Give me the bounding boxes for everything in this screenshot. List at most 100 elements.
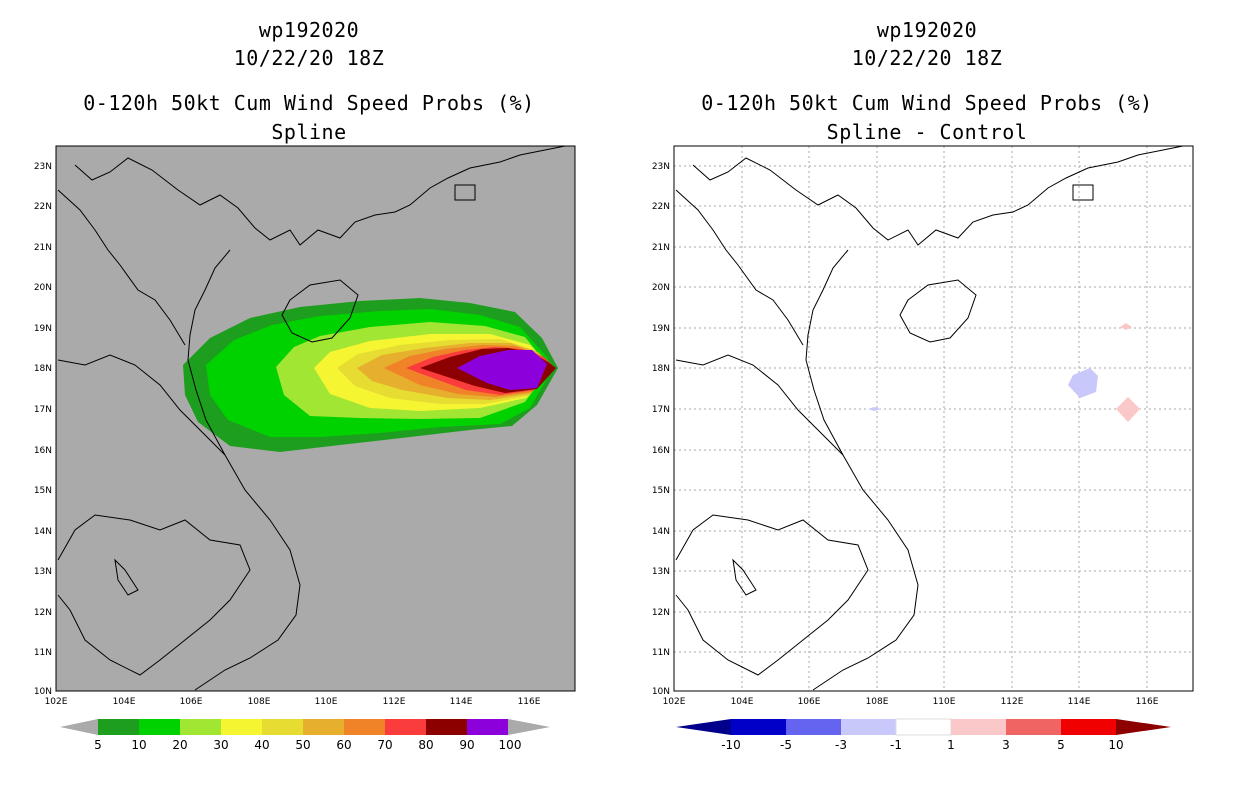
lon-label: 102E	[663, 697, 686, 707]
right-colorbar: -10 -5 -3 -1 1 3 5 10	[676, 718, 1171, 752]
coastlines	[675, 145, 1184, 691]
lat-label: 18N	[34, 364, 52, 374]
lon-label: 116E	[518, 697, 541, 707]
colorbar-label: 5	[94, 738, 102, 752]
lon-label: 110E	[933, 697, 956, 707]
lat-label: 16N	[652, 446, 670, 456]
lon-label: 114E	[1068, 697, 1091, 707]
map-frame	[673, 145, 1194, 692]
colorbar-end-high	[1116, 719, 1171, 735]
lon-label: 114E	[450, 697, 473, 707]
lat-label: 17N	[652, 405, 670, 415]
diff-contours	[868, 323, 1140, 422]
colorbar-label: -1	[890, 738, 902, 752]
lat-label: 13N	[652, 567, 670, 577]
lat-label: 15N	[652, 486, 670, 496]
lat-label: 17N	[34, 405, 52, 415]
colorbar-cell	[98, 719, 139, 735]
colorbar-cell	[731, 719, 786, 735]
lat-label: 23N	[652, 162, 670, 172]
left-panel: wp192020 10/22/20 18Z 0-120h 50kt Cum Wi…	[34, 18, 576, 752]
subtitle: Spline	[271, 120, 347, 144]
lon-label: 104E	[731, 697, 754, 707]
colorbar-cell	[221, 719, 262, 735]
colorbar-cell	[467, 719, 508, 735]
colorbar-label: 100	[499, 738, 522, 752]
lat-label: 15N	[34, 486, 52, 496]
colorbar-cell	[1006, 719, 1061, 735]
colorbar-label: 80	[418, 738, 433, 752]
subtitle: Spline - Control	[826, 120, 1028, 144]
colorbar-cell	[1061, 719, 1116, 735]
lat-label: 18N	[652, 364, 670, 374]
lon-label: 104E	[113, 697, 136, 707]
lon-label: 112E	[383, 697, 406, 707]
colorbar-label: 60	[336, 738, 351, 752]
colorbar-label: -10	[721, 738, 741, 752]
colorbar-label: 10	[1108, 738, 1123, 752]
lat-label: 20N	[34, 283, 52, 293]
colorbar-label: -3	[835, 738, 847, 752]
lat-label: 22N	[34, 202, 52, 212]
lon-label: 116E	[1136, 697, 1159, 707]
lat-axis: 23N 22N 21N 20N 19N 18N 17N 16N 15N 14N …	[652, 162, 670, 697]
colorbar-label: 30	[213, 738, 228, 752]
lon-label: 108E	[248, 697, 271, 707]
storm-id-title: wp192020	[876, 18, 978, 42]
lat-label: 20N	[652, 283, 670, 293]
lat-label: 22N	[652, 202, 670, 212]
lat-label: 14N	[34, 527, 52, 537]
lat-axis: 23N 22N 21N 20N 19N 18N 17N 16N 15N 14N …	[34, 162, 52, 697]
colorbar-cell	[895, 718, 952, 736]
product-title: 0-120h 50kt Cum Wind Speed Probs (%)	[83, 91, 535, 115]
lat-label: 16N	[34, 446, 52, 456]
right-panel: wp192020 10/22/20 18Z 0-120h 50kt Cum Wi…	[618, 0, 1236, 800]
colorbar-cell	[426, 719, 467, 735]
colorbar-cell	[180, 719, 221, 735]
colorbar-label: 5	[1057, 738, 1065, 752]
colorbar-end-high	[508, 719, 550, 735]
prob-contours	[183, 298, 558, 452]
map-background	[674, 146, 1193, 691]
lat-label: 12N	[652, 608, 670, 618]
map-frame	[55, 145, 576, 692]
coastlines	[57, 145, 566, 691]
colorbar-cell	[385, 719, 426, 735]
lat-label: 12N	[34, 608, 52, 618]
lon-label: 106E	[180, 697, 203, 707]
date-title: 10/22/20 18Z	[851, 46, 1003, 70]
lat-label: 11N	[652, 648, 670, 658]
left-map: 23N 22N 21N 20N 19N 18N 17N 16N 15N 14N …	[34, 145, 576, 752]
colorbar-label: 50	[295, 738, 310, 752]
lat-label: 21N	[34, 243, 52, 253]
colorbar-end-low	[676, 719, 731, 735]
lat-label: 19N	[652, 324, 670, 334]
colorbar-cell	[262, 719, 303, 735]
colorbar-label: 1	[947, 738, 955, 752]
lon-axis: 102E 104E 106E 108E 110E 112E 114E 116E	[45, 697, 541, 707]
left-colorbar: 5 10 20 30 40 50 60 70 80 90 100	[60, 719, 550, 752]
colorbar-label: 90	[459, 738, 474, 752]
colorbar-cell	[951, 719, 1006, 735]
colorbar-label: 3	[1002, 738, 1010, 752]
lon-label: 102E	[45, 697, 68, 707]
lon-axis: 102E 104E 106E 108E 110E 112E 114E 116E	[663, 697, 1159, 707]
colorbar-end-low	[60, 719, 98, 735]
lon-label: 106E	[798, 697, 821, 707]
colorbar-label: 20	[172, 738, 187, 752]
colorbar-cell	[841, 719, 896, 735]
lat-label: 11N	[34, 648, 52, 658]
lat-label: 23N	[34, 162, 52, 172]
lon-label: 110E	[315, 697, 338, 707]
colorbar-label: 40	[254, 738, 269, 752]
colorbar-cell	[303, 719, 344, 735]
lon-label: 112E	[1001, 697, 1024, 707]
lat-label: 14N	[652, 527, 670, 537]
lat-label: 21N	[652, 243, 670, 253]
lat-label: 19N	[34, 324, 52, 334]
lat-label: 10N	[652, 687, 670, 697]
lon-label: 108E	[866, 697, 889, 707]
grid-lines	[674, 146, 1193, 691]
lat-label: 13N	[34, 567, 52, 577]
colorbar-cell	[786, 719, 841, 735]
